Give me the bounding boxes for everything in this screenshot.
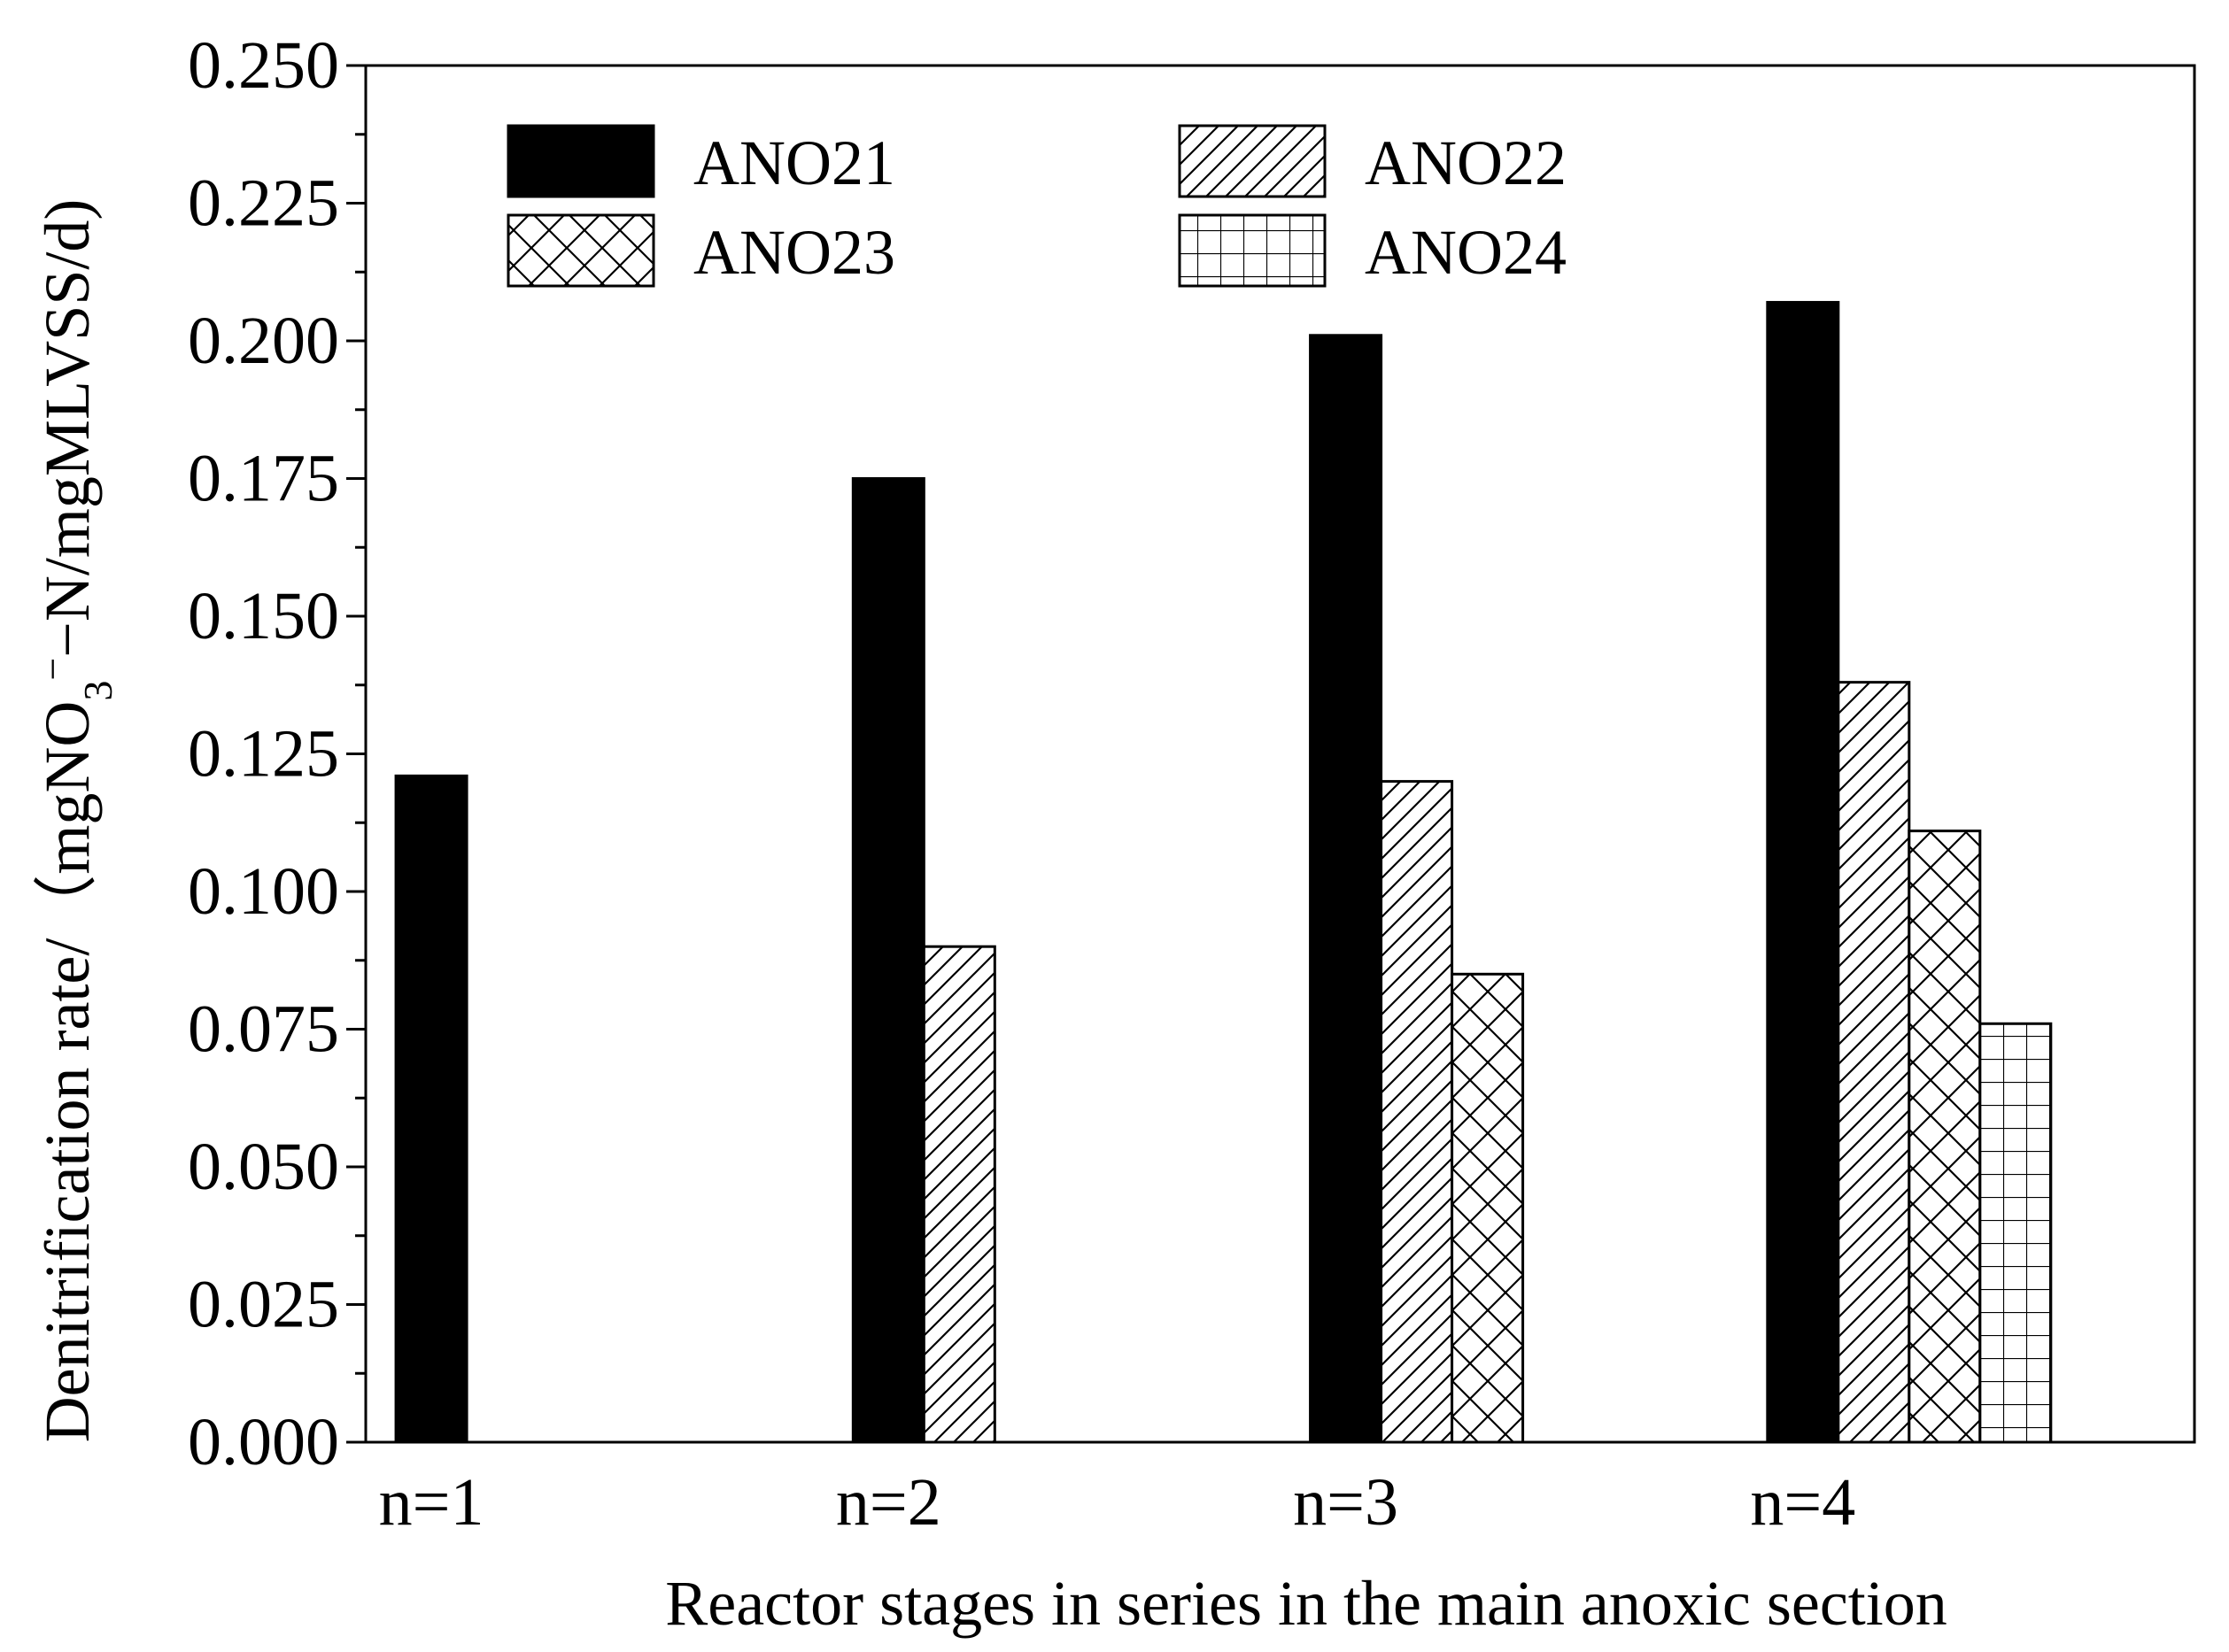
y-tick-label: 0.100 <box>188 854 339 929</box>
y-tick-label: 0.025 <box>188 1268 339 1342</box>
x-tick-label: n=3 <box>1293 1465 1398 1540</box>
bar-ano23-4 <box>1908 830 1982 1444</box>
y-axis-title: Denitrification rate/（mgNO3−−N/mgMLVSS/d… <box>30 199 120 1443</box>
y-axis-title-sup: − <box>30 658 75 681</box>
y-tick-label: 0.250 <box>188 28 339 103</box>
legend: ANO21 ANO22 ANO23 ANO24 <box>507 124 1567 288</box>
y-tick-label: 0.175 <box>188 442 339 516</box>
legend-swatch-ano24 <box>1178 213 1327 288</box>
bars-group <box>394 300 2053 1444</box>
x-tick-label: n=2 <box>836 1465 941 1540</box>
x-axis: n=1 n=2 n=3 n=4 <box>379 1465 1856 1540</box>
y-axis-title-sub: 3 <box>75 681 120 701</box>
y-tick-label: 0.125 <box>188 717 339 791</box>
x-tick-label: n=4 <box>1750 1465 1855 1540</box>
bar-ano22-4 <box>1837 681 1911 1444</box>
y-tick-label: 0.000 <box>188 1405 339 1479</box>
bar-ano22-2 <box>922 945 996 1444</box>
bar-ano23-3 <box>1451 972 1525 1444</box>
y-tick-label: 0.050 <box>188 1130 339 1204</box>
y-axis-title-suffix: −N/mgMLVSS/d) <box>32 199 103 658</box>
bar-ano21-3 <box>1309 334 1383 1444</box>
y-axis: 0.000 0.025 0.050 0.075 0.100 0.125 0.150 0.175… <box>188 28 366 1479</box>
legend-label-ano24: ANO24 <box>1365 217 1567 288</box>
bar-ano22-3 <box>1380 780 1454 1444</box>
legend-label-ano23: ANO23 <box>693 217 895 288</box>
x-axis-title: Reactor stages in series in the main ano… <box>665 1568 1947 1639</box>
legend-label-ano21: ANO21 <box>693 127 895 198</box>
bar-ano21-2 <box>851 477 925 1444</box>
legend-swatch-ano23 <box>507 213 655 288</box>
bar-ano21-4 <box>1766 300 1840 1444</box>
bar-ano21-1 <box>394 774 468 1444</box>
y-tick-label: 0.200 <box>188 304 339 378</box>
legend-swatch-ano22 <box>1178 124 1327 198</box>
legend-label-ano22: ANO22 <box>1365 127 1567 198</box>
bar-ano24-4 <box>1978 1022 2053 1444</box>
x-tick-label: n=1 <box>379 1465 484 1540</box>
y-axis-title-prefix: Denitrification rate/（mgNO <box>32 701 103 1443</box>
y-tick-label: 0.150 <box>188 579 339 653</box>
legend-swatch-ano21 <box>507 124 655 198</box>
y-tick-label: 0.225 <box>188 166 339 241</box>
y-tick-label: 0.075 <box>188 992 339 1067</box>
